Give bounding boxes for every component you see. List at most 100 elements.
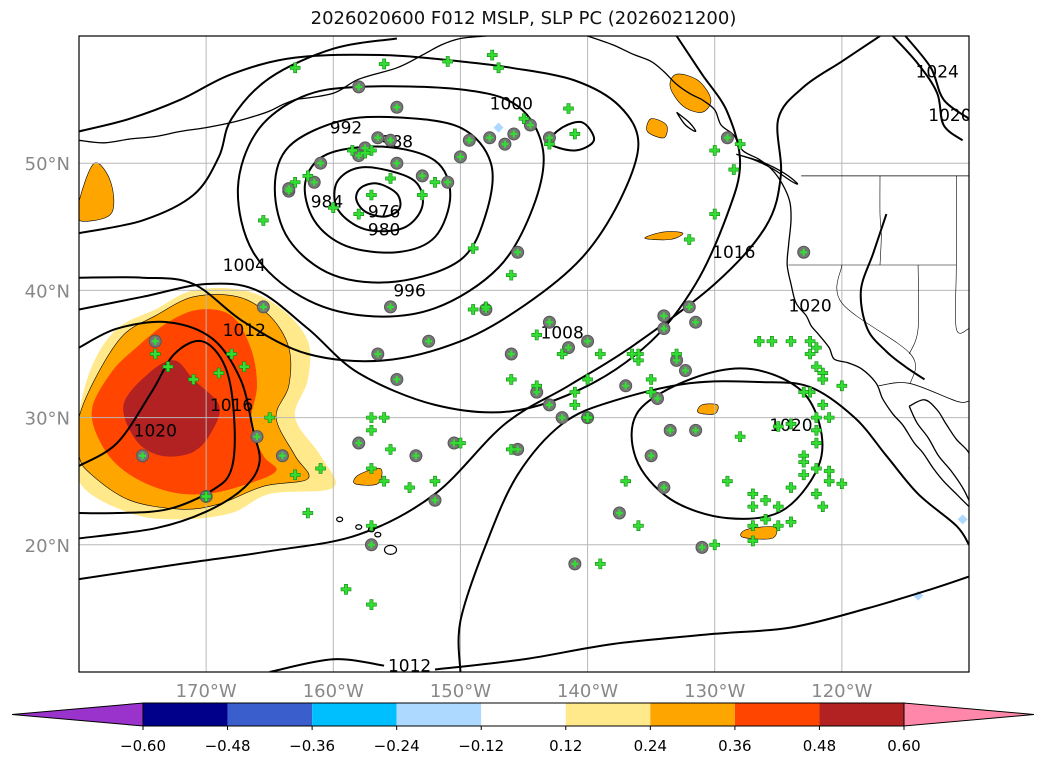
anomaly-region bbox=[123, 360, 220, 457]
station-markers bbox=[136, 49, 848, 610]
longitude-tick-label: 120°W bbox=[811, 681, 872, 702]
observation-plus-marker bbox=[467, 243, 479, 254]
observation-plus-marker bbox=[258, 215, 269, 226]
station-plus bbox=[545, 401, 553, 409]
latitude-tick-labels: 20°N 30°N 40°N 50°N bbox=[25, 154, 70, 557]
colorbar-bin bbox=[650, 703, 735, 726]
station-plus bbox=[510, 130, 518, 138]
station-plus bbox=[431, 496, 439, 504]
observation-plus-marker bbox=[836, 380, 848, 392]
isobar-label: 1004 bbox=[223, 256, 266, 276]
observation-plus-marker bbox=[817, 374, 829, 385]
isobar-label: 992 bbox=[330, 119, 362, 139]
observation-plus-marker bbox=[811, 412, 822, 423]
observation-plus-marker bbox=[785, 335, 797, 347]
station-plus bbox=[673, 356, 681, 364]
observation-plus-marker bbox=[327, 202, 339, 214]
observation-plus-marker bbox=[811, 437, 822, 449]
colorbar-tick-label: 0.36 bbox=[718, 737, 751, 755]
station-plus bbox=[374, 134, 382, 142]
station-plus bbox=[482, 305, 490, 313]
observation-plus-marker bbox=[289, 62, 301, 74]
observation-plus-marker bbox=[544, 138, 555, 150]
colorbar-tick-label: −0.12 bbox=[458, 737, 504, 755]
plot-area: 1000992988984976980100499610081012101610… bbox=[78, 35, 971, 673]
observation-plus-marker bbox=[785, 418, 797, 430]
station-plus bbox=[800, 248, 808, 256]
coastline bbox=[294, 36, 493, 101]
station-plus bbox=[456, 153, 464, 161]
colorbar-extend-low bbox=[11, 702, 144, 727]
anomaly-region bbox=[740, 526, 778, 540]
station-plus bbox=[355, 83, 363, 91]
observation-plus-marker bbox=[429, 176, 441, 188]
observation-plus-marker bbox=[429, 475, 441, 487]
observation-plus-marker bbox=[766, 335, 778, 347]
observation-plus-marker bbox=[378, 58, 390, 70]
observation-plus-marker bbox=[683, 234, 695, 245]
observation-plus-marker bbox=[811, 361, 822, 373]
observation-plus-marker bbox=[486, 49, 498, 61]
observation-plus-marker bbox=[747, 520, 759, 532]
observation-plus-marker bbox=[238, 361, 250, 373]
station-plus bbox=[681, 367, 689, 375]
observation-plus-marker bbox=[378, 475, 390, 487]
observation-plus-marker bbox=[563, 103, 574, 114]
station-plus bbox=[393, 159, 401, 167]
observation-plus-marker bbox=[734, 138, 746, 150]
state-border bbox=[908, 264, 920, 355]
station-plus bbox=[450, 439, 458, 447]
colorbar-tick-label: −0.36 bbox=[289, 737, 335, 755]
observation-plus-marker bbox=[467, 304, 479, 315]
station-plus bbox=[501, 140, 509, 148]
station-plus bbox=[253, 433, 261, 441]
observation-plus-marker bbox=[817, 399, 829, 411]
colorbar-tick-label: 0.48 bbox=[803, 737, 836, 755]
station-plus bbox=[387, 136, 394, 144]
colorbar-tick-label: −0.24 bbox=[374, 737, 420, 755]
station-plus bbox=[692, 426, 700, 434]
colorbar-frame bbox=[142, 702, 905, 727]
latitude-tick-label: 20°N bbox=[25, 536, 70, 557]
station-plus bbox=[367, 541, 375, 549]
station-plus bbox=[666, 426, 674, 434]
station-plus bbox=[514, 445, 522, 453]
colorbar-bin bbox=[312, 703, 397, 726]
observation-plus-marker bbox=[213, 367, 225, 379]
station-plus bbox=[558, 414, 566, 422]
isobar-label: 996 bbox=[393, 281, 425, 301]
observation-plus-marker bbox=[722, 475, 733, 487]
observation-plus-marker bbox=[315, 463, 326, 474]
isobar-label: 1016 bbox=[210, 396, 253, 416]
isobar-line bbox=[891, 36, 964, 142]
station-plus bbox=[278, 452, 286, 460]
isobar-label: 976 bbox=[368, 203, 400, 223]
observation-plus-marker bbox=[633, 520, 644, 532]
isobar-line bbox=[434, 575, 969, 671]
island-outline bbox=[355, 524, 363, 530]
anomaly-region bbox=[644, 231, 684, 241]
longitude-tick-label: 140°W bbox=[557, 681, 618, 702]
station-plus bbox=[622, 382, 630, 390]
latitude-tick-label: 40°N bbox=[25, 281, 70, 302]
station-plus bbox=[393, 375, 401, 383]
map-title: 2026020600 F012 MSLP, SLP PC (2026021200… bbox=[310, 8, 737, 29]
observation-plus-marker bbox=[811, 488, 822, 500]
colorbar: −0.60 −0.48 −0.36 −0.24 −0.12 0.12 0.24 0.36 0.4… bbox=[11, 702, 1035, 755]
observation-plus-marker bbox=[353, 208, 365, 220]
observation-plus-marker bbox=[772, 501, 784, 512]
observation-plus-marker bbox=[264, 412, 276, 423]
longitude-tick-label: 150°W bbox=[430, 681, 491, 702]
observation-plus-marker bbox=[626, 348, 638, 360]
observation-plus-marker bbox=[734, 431, 746, 442]
station-plus bbox=[374, 350, 382, 358]
station-plus bbox=[355, 439, 363, 447]
observation-plus-marker bbox=[811, 463, 822, 474]
isobar-label: 1020 bbox=[928, 106, 971, 126]
isobar-line bbox=[79, 53, 640, 363]
station-plus bbox=[387, 303, 394, 311]
observation-plus-marker bbox=[823, 475, 835, 487]
isobar-label: 1012 bbox=[223, 321, 266, 341]
observation-plus-marker bbox=[531, 380, 543, 392]
observation-plus-marker bbox=[366, 189, 377, 201]
